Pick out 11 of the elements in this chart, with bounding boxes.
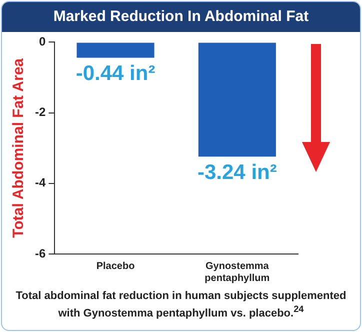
chart-title: Marked Reduction In Abdominal Fat xyxy=(2,2,360,32)
y-tick-label: -4 xyxy=(35,176,46,190)
x-tick-label: Placebo xyxy=(96,260,135,272)
data-label: -0.44 in² xyxy=(76,62,156,86)
data-label: -3.24 in² xyxy=(197,160,277,184)
y-tick-label: 0 xyxy=(38,34,46,49)
text: Total abdominal fat reduction in human subjects supplemented with Gynostemma pentaphyllum vs. placebo.$^{24}$ xyxy=(14,290,348,321)
y-tick-label: -2 xyxy=(35,105,46,120)
y-axis-title: Total Abdominal Fat Area xyxy=(10,58,28,238)
x-tick-label: Gynostemma pentaphyllum xyxy=(204,260,270,284)
y-tick-label: -6 xyxy=(35,246,46,260)
